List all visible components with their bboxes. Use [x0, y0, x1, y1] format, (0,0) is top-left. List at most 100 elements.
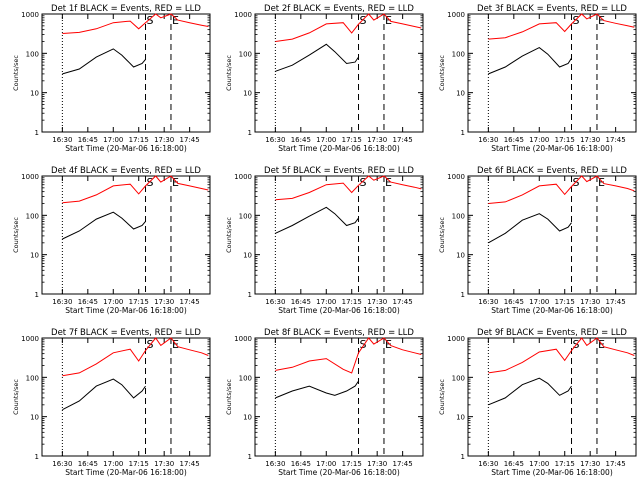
events-series-line	[488, 213, 572, 244]
panel-det-2: Det 2f BLACK = Events, RED = LLD 1 10 100 10…	[225, 4, 424, 153]
events-series-line	[62, 378, 146, 411]
y-tick-label: 1000	[447, 335, 465, 343]
y-tick-label: 100	[239, 212, 252, 220]
plot-frame	[254, 337, 424, 457]
marker-label: S	[147, 14, 154, 27]
x-tick-label: 17:30	[154, 298, 174, 306]
y-tick-label: 1	[248, 453, 252, 461]
plot-frame	[467, 337, 637, 457]
x-tick-label: 17:30	[580, 136, 600, 144]
x-tick-label: 16:45	[78, 298, 98, 306]
x-tick-label: 17:45	[393, 136, 413, 144]
panel-det-1: Det 1f BLACK = Events, RED = LLD 1 10 100 10…	[12, 4, 211, 153]
x-tick-label: 17:00	[529, 460, 549, 468]
x-tick-label: 17:15	[342, 460, 362, 468]
panel-title: Det 5f BLACK = Events, RED = LLD	[264, 166, 414, 176]
x-tick-label: 17:15	[129, 136, 149, 144]
y-tick-label: 1000	[21, 11, 39, 19]
y-tick-label: 10	[456, 90, 465, 98]
lld-series-line	[275, 175, 422, 201]
x-axis-label: Start Time (20-Mar-06 16:18:00)	[65, 144, 187, 153]
y-tick-label: 100	[452, 212, 465, 220]
marker-label: E	[172, 176, 179, 189]
x-tick-label: 17:00	[103, 136, 123, 144]
x-tick-label: 17:15	[555, 136, 575, 144]
x-tick-label: 17:45	[180, 298, 200, 306]
marker-label: E	[598, 176, 605, 189]
y-tick-label: 1000	[234, 335, 252, 343]
y-axis-label: Counts/sec	[438, 379, 446, 415]
x-axis-label: Start Time (20-Mar-06 16:18:00)	[65, 306, 187, 315]
y-tick-label: 1	[461, 129, 465, 137]
y-tick-label: 1000	[21, 173, 39, 181]
panel-title: Det 8f BLACK = Events, RED = LLD	[264, 328, 414, 338]
y-axis-label: Counts/sec	[225, 55, 233, 91]
x-tick-label: 17:45	[606, 460, 626, 468]
events-series-line	[62, 211, 146, 240]
y-tick-label: 10	[456, 252, 465, 260]
plot-frame	[41, 175, 211, 295]
x-axis-label: Start Time (20-Mar-06 16:18:00)	[491, 468, 613, 477]
panel-title: Det 3f BLACK = Events, RED = LLD	[477, 4, 627, 14]
y-tick-label: 1	[35, 453, 39, 461]
lld-series-line	[488, 175, 635, 204]
lld-series-line	[275, 337, 422, 374]
panel-det-5: Det 5f BLACK = Events, RED = LLD 1 10 100 10…	[225, 166, 424, 315]
y-tick-label: 1	[35, 291, 39, 299]
plot-frame	[254, 175, 424, 295]
y-tick-label: 100	[452, 374, 465, 382]
y-tick-label: 100	[26, 212, 39, 220]
x-tick-label: 17:15	[342, 136, 362, 144]
marker-label: S	[147, 176, 154, 189]
plot-frame	[467, 175, 637, 295]
events-series-line	[275, 206, 359, 234]
y-tick-label: 1	[248, 291, 252, 299]
y-axis-label: Counts/sec	[225, 217, 233, 253]
panel-det-8: Det 8f BLACK = Events, RED = LLD 1 10 100 10…	[225, 328, 424, 477]
panel-title: Det 2f BLACK = Events, RED = LLD	[264, 4, 414, 14]
x-tick-label: 17:00	[316, 298, 336, 306]
marker-label: S	[573, 14, 580, 27]
x-axis-label: Start Time (20-Mar-06 16:18:00)	[65, 468, 187, 477]
y-tick-label: 100	[239, 50, 252, 58]
x-axis-label: Start Time (20-Mar-06 16:18:00)	[491, 144, 613, 153]
y-tick-label: 100	[26, 374, 39, 382]
x-tick-label: 16:30	[52, 298, 72, 306]
plot-frame	[254, 13, 424, 133]
y-axis-label: Counts/sec	[12, 217, 20, 253]
x-tick-label: 16:30	[478, 460, 498, 468]
plot-frame	[41, 13, 211, 133]
x-tick-label: 17:30	[580, 460, 600, 468]
lld-series-line	[488, 337, 635, 374]
panel-det-7: Det 7f BLACK = Events, RED = LLD 1 10 100 10…	[12, 328, 211, 477]
y-tick-label: 1000	[447, 173, 465, 181]
marker-label: E	[385, 176, 392, 189]
y-tick-label: 1000	[447, 11, 465, 19]
y-tick-label: 1	[461, 453, 465, 461]
marker-label: E	[598, 14, 605, 27]
x-tick-label: 17:30	[154, 136, 174, 144]
x-tick-label: 17:45	[606, 136, 626, 144]
x-tick-label: 17:15	[129, 460, 149, 468]
y-tick-label: 1	[461, 291, 465, 299]
y-tick-label: 10	[243, 90, 252, 98]
x-axis-label: Start Time (20-Mar-06 16:18:00)	[278, 468, 400, 477]
x-tick-label: 17:15	[129, 298, 149, 306]
y-tick-label: 1000	[234, 11, 252, 19]
lld-series-line	[275, 13, 422, 42]
y-tick-label: 100	[452, 50, 465, 58]
x-tick-label: 16:30	[52, 136, 72, 144]
x-tick-label: 17:15	[342, 298, 362, 306]
x-tick-label: 16:45	[291, 298, 311, 306]
marker-label: S	[360, 14, 367, 27]
marker-label: E	[385, 338, 392, 351]
y-tick-label: 1000	[234, 173, 252, 181]
y-tick-label: 10	[30, 90, 39, 98]
x-tick-label: 16:45	[504, 136, 524, 144]
plot-frame	[467, 13, 637, 133]
x-tick-label: 17:00	[316, 460, 336, 468]
panel-det-4: Det 4f BLACK = Events, RED = LLD 1 10 100 10…	[12, 166, 211, 315]
x-tick-label: 16:30	[265, 136, 285, 144]
panel-det-9: Det 9f BLACK = Events, RED = LLD 1 10 100 10…	[438, 328, 637, 477]
x-tick-label: 16:45	[291, 136, 311, 144]
